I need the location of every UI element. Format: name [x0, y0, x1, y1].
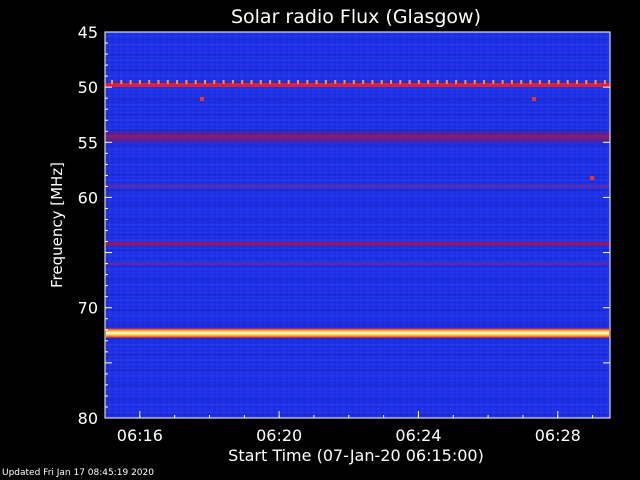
spike-marker: [278, 79, 281, 84]
spike-marker: [297, 79, 299, 84]
y-axis-ticks: 45 50 55 60 70 80: [78, 23, 610, 428]
spike-marker: [306, 79, 309, 84]
spike-marker: [548, 79, 551, 84]
spike-marker: [324, 79, 327, 84]
spike-marker: [445, 79, 448, 84]
spike-marker: [176, 79, 179, 84]
emission-band: [106, 328, 609, 338]
spike-marker: [362, 79, 365, 84]
spike-marker: [194, 79, 197, 84]
spike-marker: [148, 79, 151, 84]
spike-marker: [566, 79, 569, 84]
spike-marker: [510, 79, 513, 84]
spike-marker: [380, 79, 383, 84]
hot-pixel: [200, 97, 204, 101]
spike-marker: [204, 79, 206, 84]
spike-marker: [603, 79, 606, 84]
spike-marker: [157, 79, 160, 84]
interference-markers: [111, 79, 606, 180]
spike-marker: [222, 79, 225, 84]
spike-marker: [455, 79, 458, 84]
spike-marker: [390, 79, 392, 84]
emission-band: [106, 184, 609, 188]
spike-marker: [483, 79, 485, 84]
spike-marker: [120, 79, 123, 84]
y-tick-label: 55: [78, 133, 98, 152]
spike-marker: [501, 79, 504, 84]
spike-marker: [343, 79, 346, 84]
spike-marker: [585, 79, 588, 84]
chart-title: Solar radio Flux (Glasgow): [231, 6, 481, 28]
y-tick-label: 70: [78, 299, 98, 318]
x-tick-label: 06:16: [117, 426, 163, 445]
spike-marker: [436, 79, 439, 84]
spike-marker: [371, 79, 374, 84]
emission-band: [106, 262, 609, 266]
emission-band: [106, 134, 609, 139]
spike-marker: [287, 79, 290, 84]
hot-pixel: [532, 97, 536, 101]
spike-marker: [111, 79, 113, 84]
spike-marker: [129, 79, 132, 84]
hot-pixel: [590, 176, 594, 180]
plot-area: [105, 32, 610, 418]
emission-bands: [106, 82, 609, 338]
spike-marker: [138, 79, 141, 84]
y-tick-label: 45: [78, 23, 98, 42]
spike-marker: [213, 79, 216, 84]
spike-marker: [334, 79, 337, 84]
y-tick-label: 80: [78, 409, 98, 428]
spike-marker: [185, 79, 188, 84]
x-tick-label: 06:24: [395, 426, 441, 445]
spike-marker: [464, 79, 467, 84]
spike-marker: [352, 79, 355, 84]
y-tick-label: 50: [78, 78, 98, 97]
y-tick-label: 60: [78, 188, 98, 207]
spike-marker: [315, 79, 318, 84]
spike-marker: [538, 79, 541, 84]
x-tick-label: 06:28: [535, 426, 581, 445]
spike-marker: [594, 79, 597, 84]
spike-marker: [427, 79, 430, 84]
spike-marker: [408, 79, 411, 84]
spike-marker: [166, 79, 169, 84]
spike-marker: [269, 79, 272, 84]
spike-marker: [492, 79, 495, 84]
x-axis-label: Start Time (07-Jan-20 06:15:00): [228, 446, 484, 465]
x-axis-ticks: 06:16 06:20 06:24 06:28: [117, 411, 594, 445]
x-tick-label: 06:20: [256, 426, 302, 445]
spike-marker: [520, 79, 523, 84]
spike-marker: [473, 79, 476, 84]
updated-timestamp: Updated Fri Jan 17 08:45:19 2020: [2, 468, 154, 478]
spike-marker: [250, 79, 253, 84]
spike-marker: [259, 79, 262, 84]
emission-band: [106, 241, 609, 246]
spike-marker: [231, 79, 234, 84]
spike-marker: [399, 79, 402, 84]
spike-marker: [576, 79, 578, 84]
spike-marker: [529, 79, 532, 84]
spike-marker: [557, 79, 560, 84]
spike-marker: [241, 79, 244, 84]
spike-marker: [417, 79, 420, 84]
emission-band: [106, 82, 609, 87]
y-axis-label: Frequency [MHz]: [48, 162, 66, 288]
plot-frame: [104, 31, 611, 419]
